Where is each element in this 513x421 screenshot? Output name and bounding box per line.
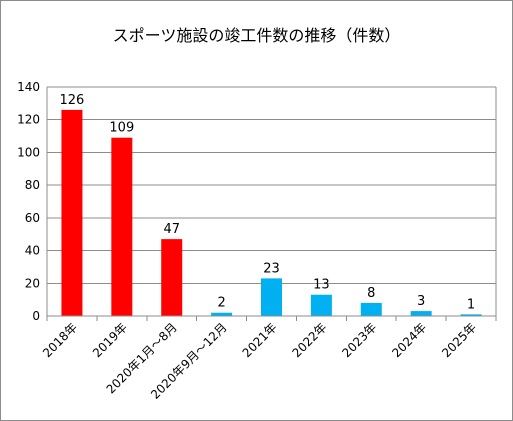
data-label: 1 xyxy=(467,297,475,312)
x-tick-label: 2021年 xyxy=(240,320,280,360)
bar xyxy=(261,278,282,316)
data-label: 109 xyxy=(109,121,134,136)
bar xyxy=(310,294,332,316)
y-tick-label: 0 xyxy=(32,309,40,323)
chart-title: スポーツ施設の竣工件数の推移（件数） xyxy=(112,26,401,45)
data-label: 3 xyxy=(417,294,425,309)
data-label: 23 xyxy=(263,261,280,276)
bar xyxy=(360,302,382,316)
data-label: 2 xyxy=(217,296,225,311)
y-tick-label: 120 xyxy=(17,113,40,127)
y-tick-label: 100 xyxy=(17,145,40,159)
y-tick-label: 80 xyxy=(25,178,40,192)
x-tick-label: 2018年 xyxy=(40,320,80,360)
bar xyxy=(460,314,482,316)
x-tick-label: 2024年 xyxy=(389,320,429,360)
bar xyxy=(410,311,432,316)
bar xyxy=(211,312,233,316)
y-tick-label: 60 xyxy=(25,211,40,225)
y-tick-label: 40 xyxy=(25,244,40,258)
bar xyxy=(161,239,183,316)
bar xyxy=(111,137,133,316)
y-tick-label: 140 xyxy=(17,80,40,94)
bar xyxy=(61,109,83,317)
data-label: 47 xyxy=(163,222,180,237)
x-tick-label: 2022年 xyxy=(290,320,330,360)
x-tick-label: 2025年 xyxy=(439,320,479,360)
data-label: 8 xyxy=(367,286,375,301)
x-tick-label: 2023年 xyxy=(339,320,379,360)
x-tick-label: 2019年 xyxy=(90,320,130,360)
data-label: 13 xyxy=(313,278,330,293)
y-tick-label: 20 xyxy=(25,276,40,290)
data-label: 126 xyxy=(60,93,85,108)
